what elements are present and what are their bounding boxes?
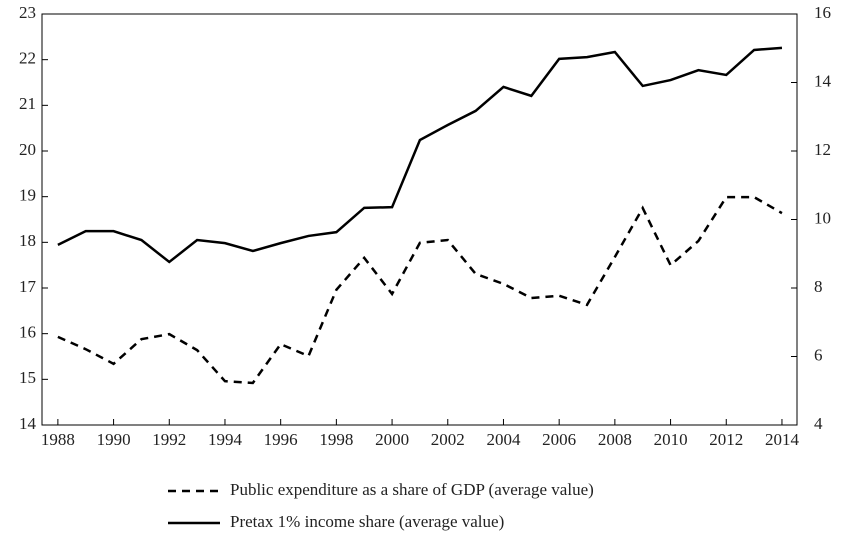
y-tick-label: 22: [19, 49, 36, 68]
x-tick-label: 2008: [598, 430, 632, 449]
x-tick-label: 2002: [431, 430, 465, 449]
y-tick-label: 17: [19, 277, 37, 296]
x-tick-label: 2000: [375, 430, 409, 449]
y-tick-label: 20: [19, 140, 36, 159]
y-tick-label: 16: [19, 323, 36, 342]
y-tick-label: 19: [19, 186, 36, 205]
x-tick-label: 2014: [765, 430, 800, 449]
x-tick-label: 1994: [208, 430, 243, 449]
y2-tick-label: 10: [814, 208, 831, 227]
x-tick-label: 1990: [97, 430, 131, 449]
y-tick-label: 18: [19, 231, 36, 250]
x-tick-label: 2004: [486, 430, 521, 449]
legend-label: Public expenditure as a share of GDP (av…: [230, 480, 594, 499]
series-line: [57, 46, 783, 264]
x-tick-label: 1998: [319, 430, 353, 449]
x-tick-label: 2006: [542, 430, 576, 449]
y2-tick-label: 6: [814, 345, 823, 364]
series-line: [57, 195, 783, 385]
x-tick-label: 1988: [41, 430, 75, 449]
x-tick-label: 2012: [709, 430, 743, 449]
y-tick-label: 14: [19, 414, 37, 433]
y2-tick-label: 8: [814, 277, 823, 296]
y2-tick-label: 12: [814, 140, 831, 159]
x-tick-label: 1992: [152, 430, 186, 449]
y2-tick-label: 14: [814, 71, 832, 90]
y-tick-label: 23: [19, 3, 36, 22]
x-tick-label: 1996: [264, 430, 298, 449]
y2-tick-label: 4: [814, 414, 823, 433]
y-tick-label: 15: [19, 368, 36, 387]
legend-label: Pretax 1% income share (average value): [230, 512, 504, 531]
y-tick-label: 21: [19, 94, 36, 113]
x-tick-label: 2010: [654, 430, 688, 449]
y2-tick-label: 16: [814, 3, 831, 22]
